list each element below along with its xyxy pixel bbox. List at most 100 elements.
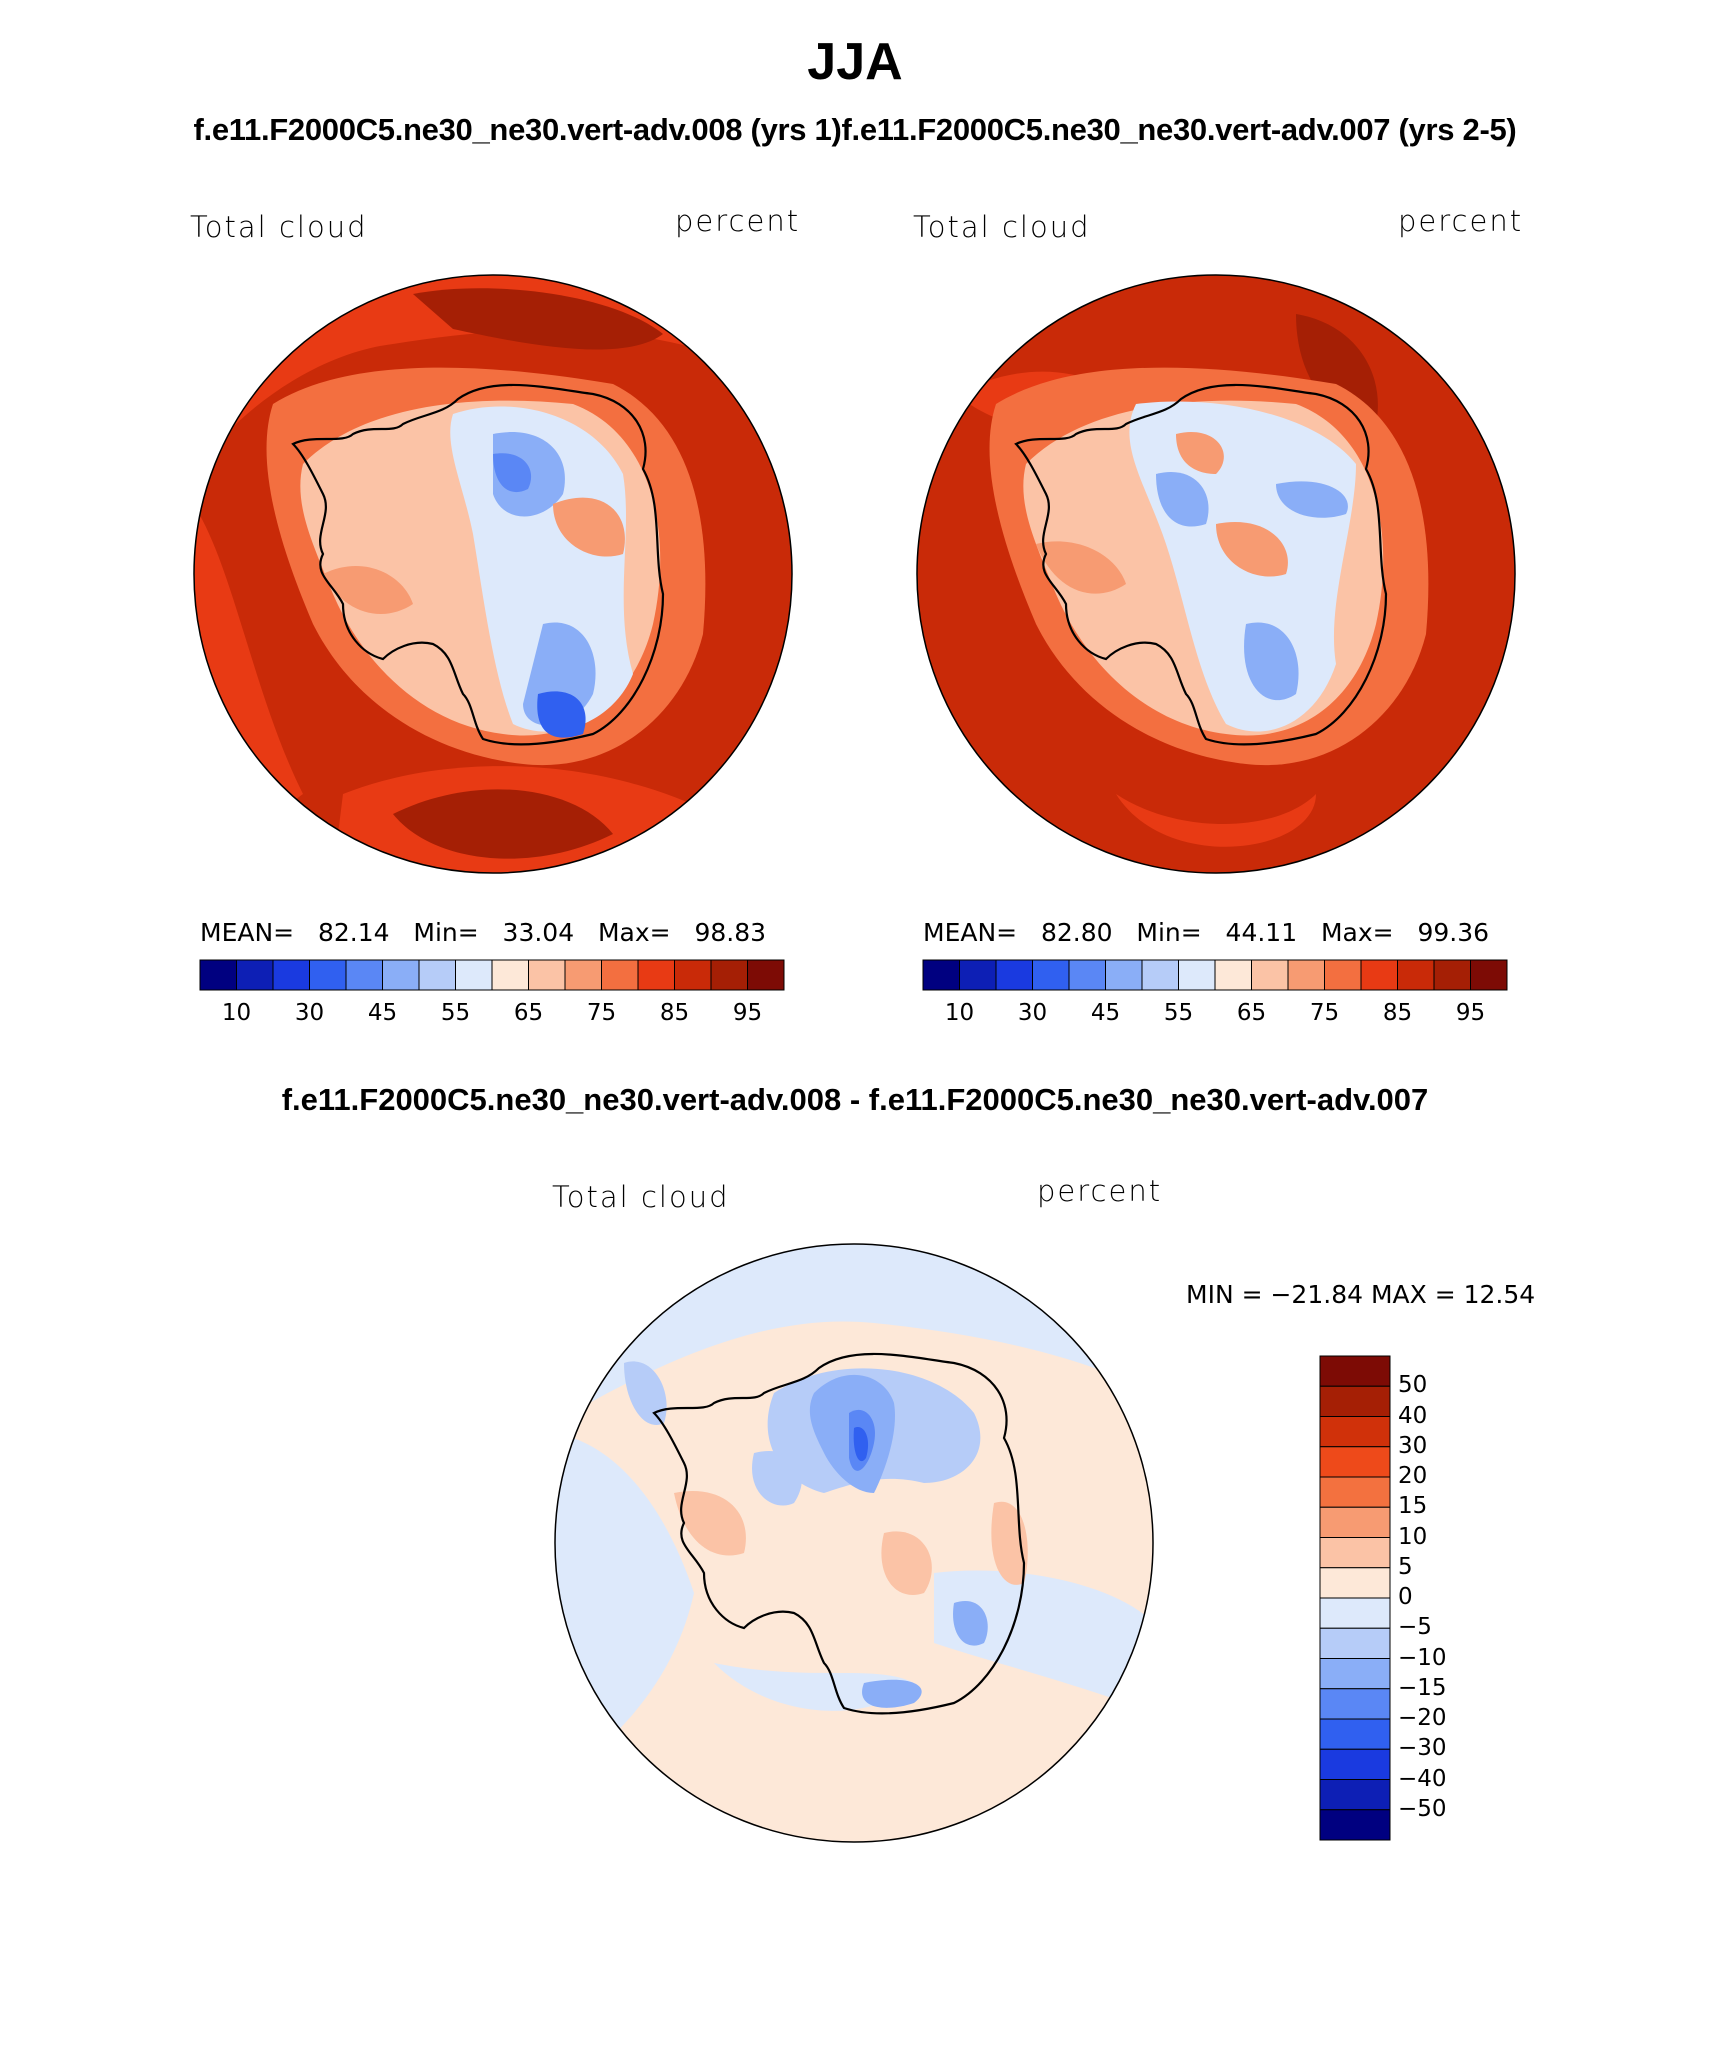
panel2-min-value: 44.11 xyxy=(1225,918,1298,947)
panel2-colorbar-swatch xyxy=(1214,959,1252,991)
panel2-colorbar-ticks: 10 30 45 55 65 75 85 95 xyxy=(923,1000,1507,1030)
map1-region-low-d xyxy=(493,453,532,493)
diff-colorbar-tick-label: 20 xyxy=(1398,1463,1428,1489)
diff-region-pos-c xyxy=(881,1531,932,1595)
diff-colorbar-tick-label: 0 xyxy=(1398,1584,1413,1610)
panel1-colorbar-tick-label: 85 xyxy=(659,1000,690,1026)
panel1-stats: MEAN= 82.14 Min= 33.04 Max= 98.83 xyxy=(200,918,766,947)
panel1-colorbar-swatch xyxy=(747,959,785,991)
diff-region-neg-g xyxy=(862,1679,922,1708)
diff-colorbar-tick-label: 5 xyxy=(1398,1553,1413,1580)
diff-colorbar-tick-label: −5 xyxy=(1398,1614,1432,1641)
panel1-variable-label: Total cloud xyxy=(190,210,368,244)
diff-colorbar-tick-label: −15 xyxy=(1398,1674,1447,1701)
map1-region-low-c xyxy=(537,691,586,738)
panel2-colorbar-swatch xyxy=(1287,959,1325,991)
panel1-colorbar-swatch xyxy=(418,959,456,991)
diff-region-neg-d xyxy=(853,1427,869,1462)
map2-coastline xyxy=(1014,383,1388,746)
diff-colorbar-tick-label: −40 xyxy=(1398,1765,1447,1792)
panel1-colorbar-tick-label: 95 xyxy=(732,1000,763,1026)
diff-colorbar-swatch xyxy=(1319,1718,1391,1750)
panel2-colorbar-swatch xyxy=(1178,959,1216,991)
panel2-colorbar-swatch xyxy=(1251,959,1289,991)
diff-region-neg-e xyxy=(752,1451,802,1506)
diff-units-label: percent xyxy=(1037,1174,1163,1208)
diff-colorbar-tick-label: 10 xyxy=(1398,1523,1428,1550)
panel1-units-label: percent xyxy=(675,204,801,238)
map2-region-low-c xyxy=(1244,622,1299,701)
panel2-mean-label: MEAN= xyxy=(923,918,1018,947)
map2-region-high-b xyxy=(1176,432,1224,474)
map2-region-high-a xyxy=(1216,522,1288,577)
panel2-map xyxy=(916,274,1516,874)
diff-colorbar-tick-label: 30 xyxy=(1398,1432,1428,1459)
diff-colorbar-swatch xyxy=(1319,1748,1391,1780)
diff-colorbar-ticks: 50 40 30 20 15 10 5 0 −5 −10 −15 −20 −30 −40 −50 xyxy=(1398,1356,1498,1840)
panel2-colorbar-tick-label: 45 xyxy=(1090,1000,1121,1026)
diff-colorbar xyxy=(1319,1355,1391,1841)
map2-region-dark-ne xyxy=(1296,314,1378,424)
panel2-colorbar-tick-label: 85 xyxy=(1382,1000,1413,1026)
panel1-colorbar-swatch xyxy=(236,959,274,991)
panel2-colorbar-swatch xyxy=(1470,959,1508,991)
panel1-colorbar-swatch xyxy=(491,959,529,991)
panel2-stats: MEAN= 82.80 Min= 44.11 Max= 99.36 xyxy=(923,918,1489,947)
map2-region-south xyxy=(1116,794,1316,847)
diff-colorbar-swatch xyxy=(1319,1506,1391,1538)
map1-region-high-b xyxy=(323,565,413,614)
diff-border xyxy=(554,1243,1154,1843)
diff-colorbar-tick-label: 50 xyxy=(1398,1372,1428,1399)
panel2-colorbar xyxy=(922,959,1508,991)
diff-coastline xyxy=(652,1352,1026,1715)
panel2-colorbar-swatch xyxy=(1397,959,1435,991)
diff-colorbar-swatch xyxy=(1319,1688,1391,1720)
diff-colorbar-swatch xyxy=(1319,1385,1391,1417)
panel2-max-value: 99.36 xyxy=(1417,918,1490,947)
map1-region-dark-north xyxy=(413,288,663,350)
case-subtitle: f.e11.F2000C5.ne30_ne30.vert-adv.008 (yr… xyxy=(193,112,1517,147)
diff-colorbar-swatch xyxy=(1319,1567,1391,1599)
panel1-max-label: Max= xyxy=(597,918,671,947)
panel1-colorbar-swatch xyxy=(528,959,566,991)
panel1-colorbar-swatch xyxy=(674,959,712,991)
panel2-max-label: Max= xyxy=(1320,918,1394,947)
panel2-colorbar-tick-label: 30 xyxy=(1017,1000,1048,1026)
panel1-max-value: 98.83 xyxy=(694,918,767,947)
diff-colorbar-swatch xyxy=(1319,1355,1391,1387)
panel1-min-label: Min= xyxy=(413,918,479,947)
panel1-colorbar-swatch xyxy=(199,959,237,991)
panel2-units-label: percent xyxy=(1398,204,1524,238)
panel1-colorbar-swatch xyxy=(601,959,639,991)
panel2-min-label: Min= xyxy=(1136,918,1202,947)
panel2-colorbar-swatch xyxy=(1068,959,1106,991)
diff-colorbar-swatch xyxy=(1319,1627,1391,1659)
diff-region-north xyxy=(555,1244,1153,1423)
diff-colorbar-swatch xyxy=(1319,1446,1391,1478)
diff-colorbar-tick-label: −10 xyxy=(1398,1644,1447,1671)
panel1-colorbar-tick-label: 45 xyxy=(367,1000,398,1026)
map1-coastline xyxy=(291,383,665,746)
panel2-colorbar-swatch xyxy=(1433,959,1471,991)
panel2-colorbar-swatch xyxy=(959,959,997,991)
map2-region-high-c xyxy=(1036,541,1126,594)
panel1-colorbar-swatch xyxy=(564,959,602,991)
panel2-colorbar-swatch xyxy=(1324,959,1362,991)
diff-region-neg-h xyxy=(624,1361,667,1425)
panel1-colorbar-swatch xyxy=(272,959,310,991)
map2-region-low-a xyxy=(1156,472,1209,527)
panel2-colorbar-swatch xyxy=(1141,959,1179,991)
diff-colorbar-tick-label: 15 xyxy=(1398,1493,1428,1520)
panel2-colorbar-tick-label: 65 xyxy=(1236,1000,1267,1026)
diff-colorbar-swatch xyxy=(1319,1779,1391,1811)
map1-region-high-a xyxy=(553,497,625,557)
panel1-colorbar-swatch xyxy=(382,959,420,991)
panel1-colorbar-tick-label: 10 xyxy=(221,1000,252,1026)
diff-variable-label: Total cloud xyxy=(552,1180,730,1214)
panel1-colorbar-swatch xyxy=(345,959,383,991)
diff-colorbar-swatch xyxy=(1319,1809,1391,1841)
diff-colorbar-tick-label: 40 xyxy=(1398,1402,1428,1429)
diff-colorbar-swatch xyxy=(1319,1416,1391,1448)
panel2-variable-label: Total cloud xyxy=(913,210,1091,244)
panel1-map xyxy=(193,274,793,874)
